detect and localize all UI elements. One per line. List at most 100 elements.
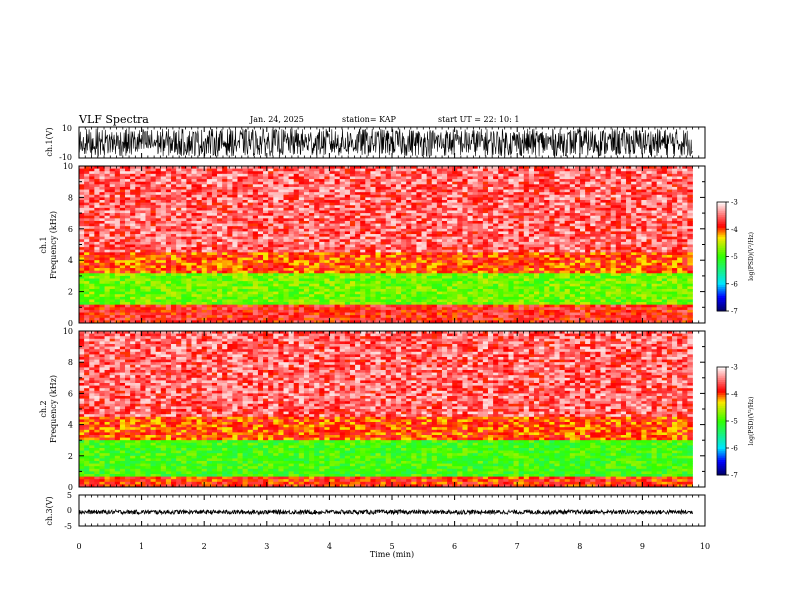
spectrogram-cell — [554, 252, 560, 256]
spectrogram-cell — [273, 210, 279, 214]
spectrogram-cell — [222, 189, 228, 193]
spectrogram-cell — [298, 215, 305, 219]
spectrogram-cell — [426, 252, 433, 256]
spectrogram-cell — [503, 200, 509, 204]
spectrogram-cell — [334, 270, 341, 274]
spectrogram-cell — [411, 234, 417, 238]
spectrogram-cell — [666, 226, 673, 230]
spectrogram-cell — [268, 270, 274, 274]
spectrogram-cell — [257, 197, 264, 201]
spectrogram-cell — [273, 205, 279, 209]
spectrogram-cell — [600, 200, 606, 204]
spectrogram-cell — [518, 220, 525, 224]
spectrogram-cell — [620, 257, 627, 261]
spectrogram-cell — [585, 234, 591, 238]
spectrogram-cell — [309, 184, 315, 188]
spectrogram-cell — [656, 257, 663, 261]
spectrogram-cell — [181, 226, 187, 230]
spectrogram-cell — [620, 173, 627, 177]
spectrogram-cell — [227, 176, 233, 180]
spectrogram-cell — [416, 200, 422, 204]
spectrogram-cell — [564, 179, 571, 183]
spectrogram-cell — [298, 197, 305, 201]
spectrogram-cell — [447, 213, 453, 217]
spectrogram-cell — [380, 186, 387, 190]
spectrogram-cell — [283, 213, 289, 217]
spectrogram-cell — [467, 260, 474, 264]
spectrogram-cell — [303, 173, 310, 177]
spectrogram-cell — [661, 247, 668, 251]
spectrogram-cell — [89, 202, 95, 206]
spectrogram-cell — [656, 223, 663, 227]
spectrogram-cell — [324, 173, 330, 177]
spectrogram-cell — [135, 176, 141, 180]
spectrogram-cell — [549, 176, 555, 180]
spectrogram-cell — [421, 262, 428, 266]
spectrogram-cell — [462, 173, 468, 177]
spectrogram-cell — [278, 265, 284, 269]
spectrogram-cell — [334, 176, 341, 180]
spectrogram-cell — [309, 202, 315, 206]
spectrogram-cell — [355, 197, 361, 201]
spectrogram-cell — [661, 231, 668, 235]
spectrogram-cell — [498, 252, 504, 256]
spectrogram-cell — [646, 220, 652, 224]
spectrogram-cell — [401, 249, 407, 253]
spectrogram-cell — [390, 273, 397, 277]
spectrogram-cell — [176, 252, 182, 256]
spectrogram-cell — [528, 202, 535, 206]
spectrogram-cell — [436, 166, 443, 170]
spectrogram-cell — [457, 241, 463, 245]
spectrogram-cell — [145, 228, 151, 232]
spectrogram-cell — [636, 265, 642, 269]
spectrogram-cell — [508, 173, 514, 177]
spectrogram-cell — [523, 270, 530, 274]
spectrogram-cell — [247, 226, 254, 230]
spectrogram-cell — [375, 239, 382, 243]
spectrogram-cell — [94, 179, 100, 183]
spectrogram-cell — [549, 215, 555, 219]
spectrogram-cell — [227, 244, 233, 248]
spectrogram-cell — [252, 252, 259, 256]
spectrogram-cell — [472, 194, 479, 198]
spectrogram-cell — [426, 194, 433, 198]
spectrogram-cell — [150, 241, 157, 245]
spectrogram-cell — [487, 257, 494, 261]
spectrogram-cell — [303, 223, 310, 227]
spectrogram-cell — [303, 189, 310, 193]
spectrogram-cell — [181, 181, 187, 185]
spectrogram-cell — [278, 260, 284, 264]
spectrogram-cell — [283, 207, 289, 211]
spectrogram-cell — [493, 223, 499, 227]
spectrogram-cell — [349, 171, 356, 175]
spectrogram-cell — [457, 231, 463, 235]
spectrogram-cell — [406, 210, 412, 214]
spectrogram-cell — [273, 189, 279, 193]
spectrogram-cell — [268, 223, 274, 227]
spectrogram-cell — [682, 226, 688, 230]
spectrogram-cell — [544, 268, 550, 272]
spectrogram-cell — [375, 186, 382, 190]
spectrogram-cell — [590, 168, 596, 172]
spectrogram-cell — [447, 186, 453, 190]
spectrogram-cell — [125, 254, 131, 258]
spectrogram-cell — [278, 215, 284, 219]
spectrogram-cell — [165, 186, 172, 190]
spectrogram-cell — [232, 168, 238, 172]
spectrogram-cell — [467, 241, 474, 245]
spectrogram-cell — [334, 166, 341, 170]
spectrogram-cell — [135, 223, 141, 227]
spectrogram-cell — [268, 234, 274, 238]
spectrogram-cell — [298, 200, 305, 204]
spectrogram-cell — [636, 186, 642, 190]
spectrogram-cell — [89, 257, 95, 261]
spectrogram-cell — [523, 173, 530, 177]
spectrogram-cell — [339, 220, 346, 224]
spectrogram-cell — [273, 192, 279, 196]
spectrogram-cell — [288, 257, 295, 261]
spectrogram-cell — [406, 249, 412, 253]
spectrogram-cell — [252, 213, 259, 217]
spectrogram-cell — [677, 210, 683, 214]
spectrogram-cell — [201, 184, 208, 188]
spectrogram-cell — [288, 260, 295, 264]
